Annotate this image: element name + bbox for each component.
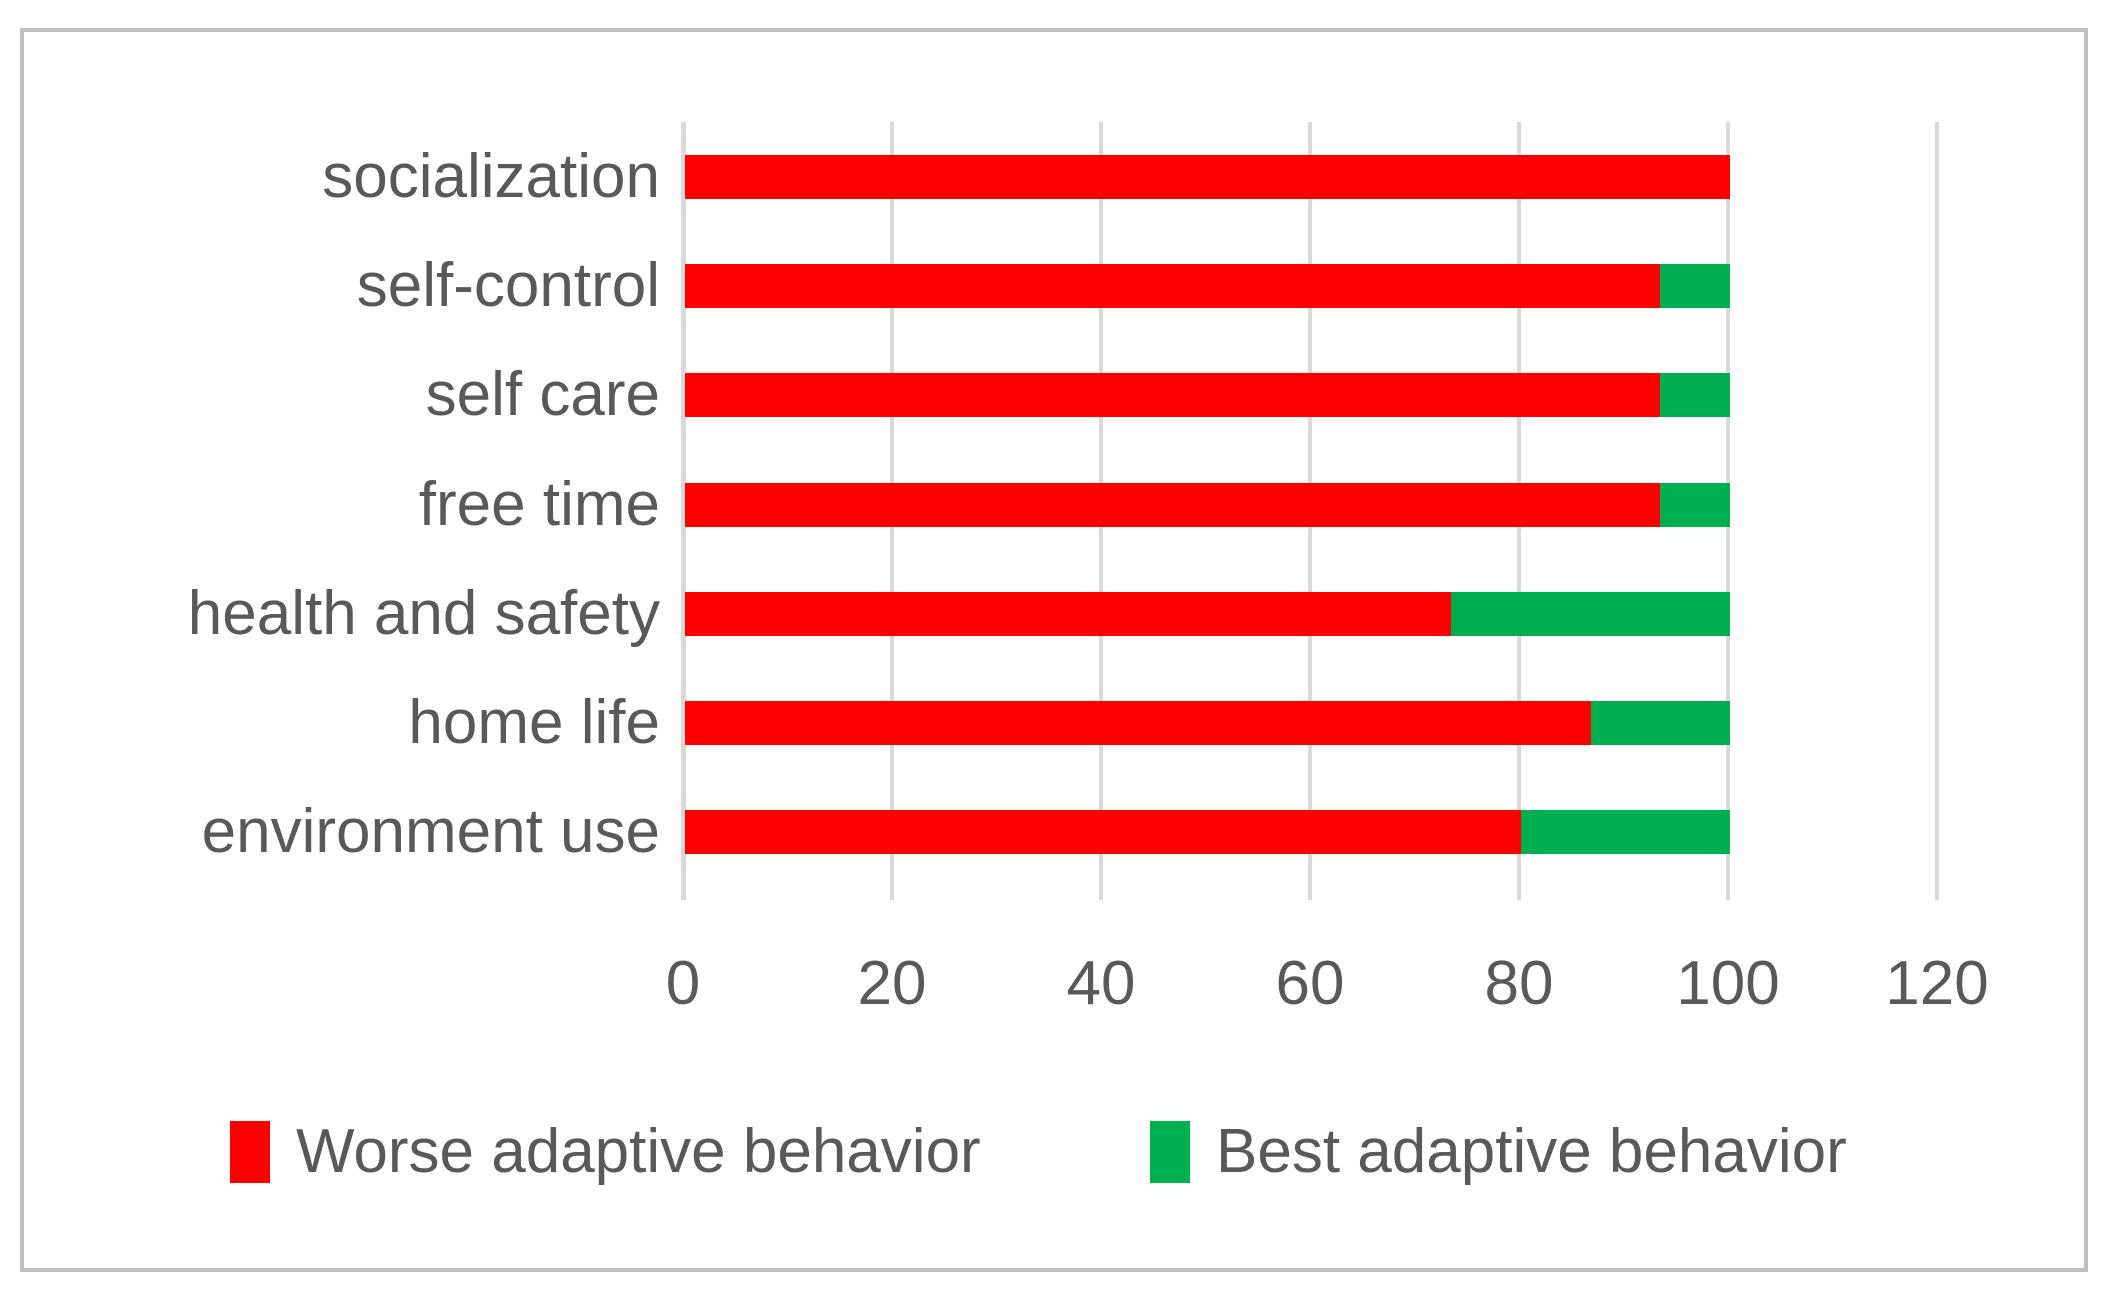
legend-item-best: Best adaptive behavior xyxy=(1150,1116,1847,1187)
bar-segment-socialization-worse xyxy=(685,155,1730,199)
y-axis-line xyxy=(681,122,686,900)
gridline-x-120 xyxy=(1935,122,1939,900)
bar-segment-home-life-best xyxy=(1591,701,1730,745)
category-label-self-control: self-control xyxy=(356,251,660,321)
legend-swatch-worse xyxy=(230,1120,270,1183)
x-tick-label-20: 20 xyxy=(857,949,927,1018)
bar-segment-free-time-worse xyxy=(685,482,1660,527)
x-tick-label-0: 0 xyxy=(665,949,701,1018)
category-label-self-care: self care xyxy=(425,360,660,430)
bar-segment-free-time-best xyxy=(1659,482,1730,527)
legend-label-worse: Worse adaptive behavior xyxy=(296,1117,981,1186)
bar-segment-health-and-safety-worse xyxy=(685,591,1451,636)
category-label-socialization: socialization xyxy=(322,142,660,211)
legend-item-worse: Worse adaptive behavior xyxy=(230,1116,981,1187)
legend-swatch-best xyxy=(1150,1120,1190,1183)
bar-segment-self-control-best xyxy=(1659,264,1730,309)
category-label-environment-use: environment use xyxy=(201,797,660,867)
x-tick-label-120: 120 xyxy=(1885,949,1989,1018)
category-label-home-life: home life xyxy=(408,688,660,757)
x-tick-label-100: 100 xyxy=(1676,949,1780,1018)
category-label-health-and-safety: health and safety xyxy=(187,578,660,648)
bar-segment-home-life-worse xyxy=(685,701,1591,745)
bar-segment-self-control-worse xyxy=(685,264,1660,309)
x-tick-label-40: 40 xyxy=(1066,949,1136,1018)
bar-segment-health-and-safety-best xyxy=(1450,591,1730,636)
bar-segment-self-care-best xyxy=(1659,373,1730,418)
bar-segment-environment-use-worse xyxy=(685,810,1521,855)
bar-segment-self-care-worse xyxy=(685,373,1660,418)
category-label-free-time: free time xyxy=(418,469,660,539)
x-tick-label-60: 60 xyxy=(1275,949,1345,1018)
legend-label-best: Best adaptive behavior xyxy=(1216,1117,1847,1186)
chart-frame xyxy=(20,28,2088,1272)
x-tick-label-80: 80 xyxy=(1484,949,1554,1018)
bar-segment-environment-use-best xyxy=(1521,810,1730,855)
